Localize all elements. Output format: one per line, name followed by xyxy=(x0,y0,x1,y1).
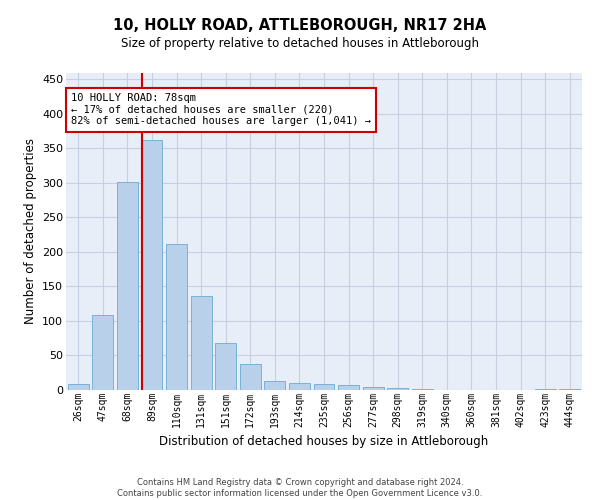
Bar xyxy=(92,316,113,390)
Text: Contains HM Land Registry data © Crown copyright and database right 2024.
Contai: Contains HM Land Registry data © Crown c… xyxy=(118,478,482,498)
Bar xyxy=(338,385,359,390)
Bar xyxy=(142,140,163,390)
Bar xyxy=(215,343,236,390)
Bar xyxy=(314,384,334,390)
Bar xyxy=(412,388,433,390)
Text: 10, HOLLY ROAD, ATTLEBOROUGH, NR17 2HA: 10, HOLLY ROAD, ATTLEBOROUGH, NR17 2HA xyxy=(113,18,487,32)
Bar xyxy=(117,182,138,390)
Bar xyxy=(68,384,89,390)
Bar xyxy=(559,388,580,390)
X-axis label: Distribution of detached houses by size in Attleborough: Distribution of detached houses by size … xyxy=(160,435,488,448)
Bar xyxy=(387,388,408,390)
Bar xyxy=(289,383,310,390)
Bar xyxy=(535,388,556,390)
Bar xyxy=(191,296,212,390)
Text: Size of property relative to detached houses in Attleborough: Size of property relative to detached ho… xyxy=(121,38,479,51)
Text: 10 HOLLY ROAD: 78sqm
← 17% of detached houses are smaller (220)
82% of semi-deta: 10 HOLLY ROAD: 78sqm ← 17% of detached h… xyxy=(71,93,371,126)
Bar xyxy=(166,244,187,390)
Y-axis label: Number of detached properties: Number of detached properties xyxy=(23,138,37,324)
Bar xyxy=(240,364,261,390)
Bar xyxy=(362,386,383,390)
Bar xyxy=(265,381,286,390)
